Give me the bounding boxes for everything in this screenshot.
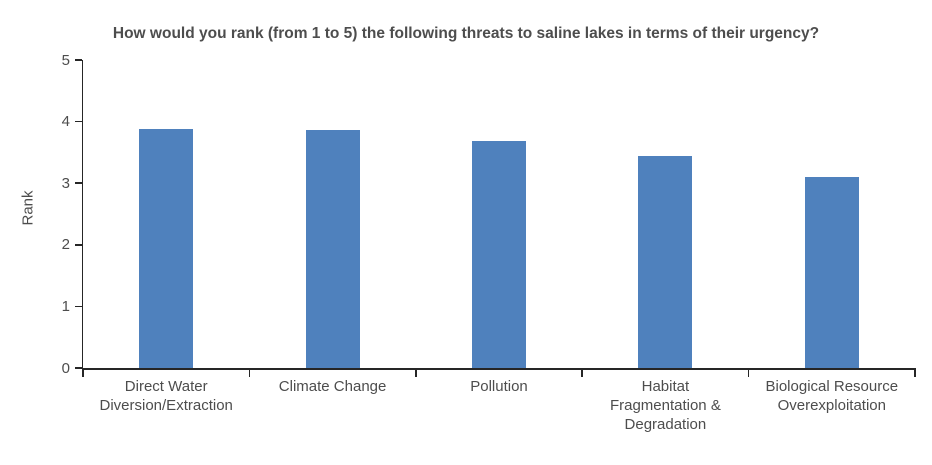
x-axis-line [81, 368, 915, 370]
x-tick-mark [747, 368, 750, 377]
y-tick-mark [74, 244, 82, 246]
y-tick-label: 4 [61, 113, 70, 131]
y-tick-label: 3 [61, 174, 70, 192]
y-tick-mark [74, 59, 82, 61]
x-tick-mark [248, 368, 251, 377]
bar [638, 156, 693, 368]
bar [804, 177, 859, 368]
y-axis-title: Rank [19, 190, 37, 226]
bar [472, 140, 526, 368]
y-tick-mark [74, 305, 82, 308]
x-tick-mark [82, 368, 84, 377]
y-tick-mark [74, 182, 82, 184]
y-tick-label: 5 [61, 51, 70, 69]
x-axis-category-label: Climate Change [278, 378, 387, 395]
y-tick-mark [74, 120, 82, 123]
x-tick-mark [914, 368, 916, 377]
y-tick-label: 2 [61, 236, 70, 254]
x-axis-category-label: Pollution [470, 378, 528, 395]
y-tick-mark [74, 367, 82, 369]
chart-title: How would you rank (from 1 to 5) the fol… [112, 25, 820, 42]
x-tick-mark [581, 368, 583, 377]
bar [305, 130, 360, 368]
x-axis-category-label: Habitat Fragmentation & Degradation [609, 378, 721, 433]
bar [139, 128, 194, 368]
x-axis-category-label: Direct Water Diversion/Extraction [99, 378, 233, 414]
y-tick-label: 1 [61, 297, 70, 315]
x-axis-category-label: Biological Resource Overexploitation [765, 378, 899, 414]
y-axis-line [81, 60, 83, 370]
x-tick-mark [415, 368, 417, 377]
y-tick-label: 0 [61, 359, 70, 377]
